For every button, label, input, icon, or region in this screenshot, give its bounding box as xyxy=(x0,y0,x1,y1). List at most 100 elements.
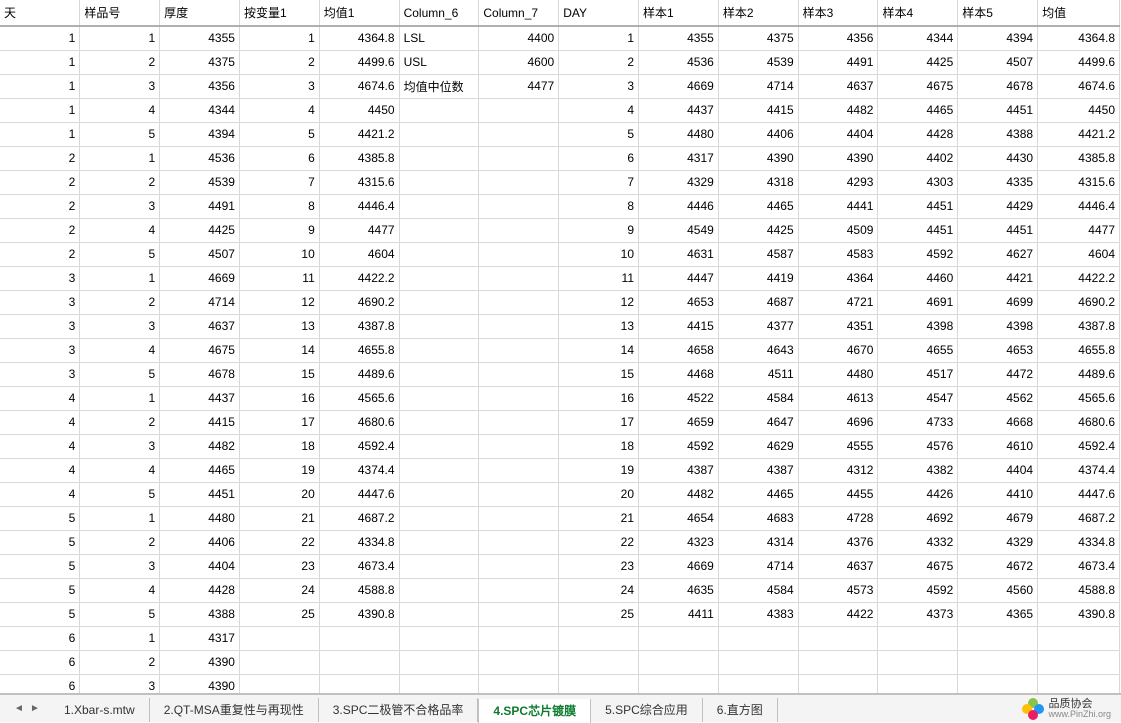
cell[interactable]: 4 xyxy=(0,410,80,434)
cell[interactable]: 4387.8 xyxy=(319,314,399,338)
cell[interactable] xyxy=(399,146,479,170)
cell[interactable]: 4675 xyxy=(878,554,958,578)
cell[interactable]: 4404 xyxy=(958,458,1038,482)
cell[interactable]: 4312 xyxy=(798,458,878,482)
cell[interactable]: 18 xyxy=(559,434,639,458)
cell[interactable]: 4421 xyxy=(958,266,1038,290)
cell[interactable]: 3 xyxy=(80,434,160,458)
cell[interactable]: 4699 xyxy=(958,290,1038,314)
cell[interactable] xyxy=(399,362,479,386)
cell[interactable]: 4387.8 xyxy=(1038,314,1120,338)
column-header[interactable]: 样本2 xyxy=(718,0,798,26)
cell[interactable]: 4402 xyxy=(878,146,958,170)
cell[interactable]: 4499.6 xyxy=(1038,50,1120,74)
cell[interactable]: 4509 xyxy=(798,218,878,242)
column-header[interactable]: 样本1 xyxy=(639,0,719,26)
cell[interactable]: 4446.4 xyxy=(1038,194,1120,218)
cell[interactable]: 4587 xyxy=(718,242,798,266)
cell[interactable]: 4669 xyxy=(160,266,240,290)
cell[interactable]: 4507 xyxy=(160,242,240,266)
cell[interactable]: 4364 xyxy=(798,266,878,290)
cell[interactable]: 4 xyxy=(559,98,639,122)
cell[interactable]: 4332 xyxy=(878,530,958,554)
cell[interactable]: 4447.6 xyxy=(1038,482,1120,506)
cell[interactable]: 12 xyxy=(559,290,639,314)
cell[interactable]: 4655.8 xyxy=(319,338,399,362)
cell[interactable] xyxy=(798,650,878,674)
cell[interactable]: 4588.8 xyxy=(1038,578,1120,602)
cell[interactable]: 7 xyxy=(239,170,319,194)
cell[interactable]: 3 xyxy=(80,74,160,98)
cell[interactable]: 4351 xyxy=(798,314,878,338)
cell[interactable]: 4592 xyxy=(878,242,958,266)
cell[interactable] xyxy=(878,650,958,674)
cell[interactable] xyxy=(718,650,798,674)
cell[interactable]: 4511 xyxy=(718,362,798,386)
cell[interactable]: 4400 xyxy=(479,26,559,50)
cell[interactable]: 4377 xyxy=(718,314,798,338)
cell[interactable]: 3 xyxy=(0,266,80,290)
cell[interactable]: 4404 xyxy=(798,122,878,146)
cell[interactable]: 4451 xyxy=(878,194,958,218)
cell[interactable] xyxy=(479,338,559,362)
cell[interactable]: 4323 xyxy=(639,530,719,554)
cell[interactable]: 1 xyxy=(80,26,160,50)
cell[interactable]: 1 xyxy=(0,98,80,122)
cell[interactable] xyxy=(479,458,559,482)
cell[interactable] xyxy=(479,122,559,146)
cell[interactable]: 1 xyxy=(80,266,160,290)
cell[interactable]: 4428 xyxy=(160,578,240,602)
cell[interactable]: 2 xyxy=(80,290,160,314)
cell[interactable]: 4592.4 xyxy=(1038,434,1120,458)
cell[interactable]: 4653 xyxy=(639,290,719,314)
cell[interactable] xyxy=(479,674,559,694)
cell[interactable]: 4675 xyxy=(878,74,958,98)
cell[interactable]: 4687 xyxy=(718,290,798,314)
cell[interactable]: 4429 xyxy=(958,194,1038,218)
cell[interactable] xyxy=(399,266,479,290)
cell[interactable]: 3 xyxy=(0,314,80,338)
cell[interactable]: 2 xyxy=(80,410,160,434)
cell[interactable]: 4382 xyxy=(878,458,958,482)
cell[interactable]: 4398 xyxy=(958,314,1038,338)
cell[interactable]: 4 xyxy=(80,458,160,482)
cell[interactable]: 3 xyxy=(80,314,160,338)
cell[interactable]: 21 xyxy=(239,506,319,530)
cell[interactable] xyxy=(958,626,1038,650)
cell[interactable]: 4421.2 xyxy=(319,122,399,146)
cell[interactable] xyxy=(559,626,639,650)
cell[interactable] xyxy=(479,194,559,218)
cell[interactable]: 4673.4 xyxy=(1038,554,1120,578)
cell[interactable]: 4653 xyxy=(958,338,1038,362)
cell[interactable] xyxy=(399,650,479,674)
cell[interactable]: 4415 xyxy=(718,98,798,122)
cell[interactable] xyxy=(399,338,479,362)
cell[interactable]: 4422.2 xyxy=(319,266,399,290)
column-header[interactable]: 样本4 xyxy=(878,0,958,26)
cell[interactable]: 2 xyxy=(80,50,160,74)
cell[interactable]: 18 xyxy=(239,434,319,458)
cell[interactable]: 4374.4 xyxy=(1038,458,1120,482)
cell[interactable]: 4406 xyxy=(160,530,240,554)
cell[interactable]: 1 xyxy=(0,122,80,146)
cell[interactable] xyxy=(479,410,559,434)
cell[interactable]: 4447 xyxy=(639,266,719,290)
cell[interactable]: 4655.8 xyxy=(1038,338,1120,362)
cell[interactable]: 4721 xyxy=(798,290,878,314)
cell[interactable]: 4536 xyxy=(639,50,719,74)
cell[interactable]: 4477 xyxy=(319,218,399,242)
cell[interactable]: 4539 xyxy=(718,50,798,74)
cell[interactable]: 4394 xyxy=(958,26,1038,50)
cell[interactable]: 4728 xyxy=(798,506,878,530)
cell[interactable]: 9 xyxy=(239,218,319,242)
cell[interactable]: 15 xyxy=(239,362,319,386)
cell[interactable]: 6 xyxy=(239,146,319,170)
cell[interactable]: USL xyxy=(399,50,479,74)
cell[interactable] xyxy=(1038,674,1120,694)
cell[interactable]: 4317 xyxy=(639,146,719,170)
cell[interactable]: 4385.8 xyxy=(1038,146,1120,170)
cell[interactable]: 16 xyxy=(239,386,319,410)
cell[interactable]: 4441 xyxy=(798,194,878,218)
cell[interactable]: 5 xyxy=(80,122,160,146)
cell[interactable]: 4517 xyxy=(878,362,958,386)
